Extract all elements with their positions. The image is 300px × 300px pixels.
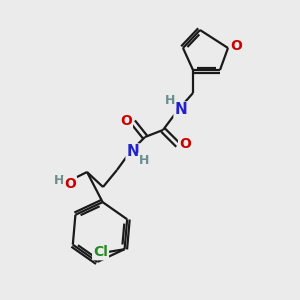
Text: O: O (64, 177, 76, 191)
Text: H: H (139, 154, 149, 166)
Text: N: N (127, 145, 140, 160)
Text: O: O (230, 39, 242, 53)
Text: H: H (165, 94, 175, 107)
Text: Cl: Cl (93, 245, 108, 259)
Text: H: H (54, 173, 64, 187)
Text: N: N (175, 103, 188, 118)
Text: O: O (179, 137, 191, 151)
Text: O: O (120, 114, 132, 128)
